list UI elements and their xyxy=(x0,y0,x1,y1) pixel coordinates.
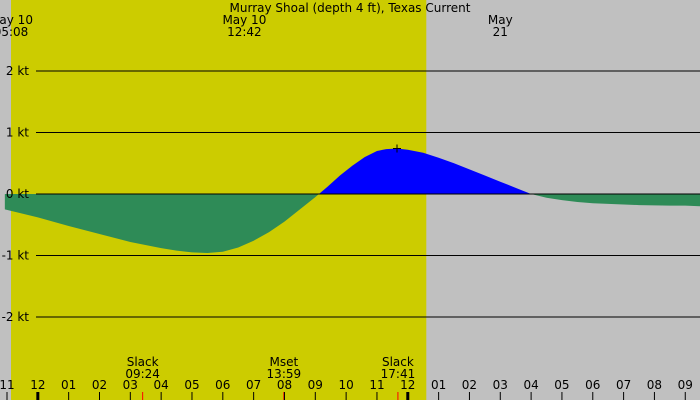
x-tick-label: 02 xyxy=(462,378,477,392)
x-tick-label: 10 xyxy=(338,378,353,392)
top-time-label: 12:42 xyxy=(227,25,262,39)
chart-title: Murray Shoal (depth 4 ft), Texas Current xyxy=(230,1,471,15)
x-tick-label: 07 xyxy=(246,378,261,392)
top-time-label: 21 xyxy=(493,25,508,39)
x-tick-label: 09 xyxy=(678,378,693,392)
x-tick-label: 12 xyxy=(400,378,415,392)
event-name-label: Slack xyxy=(382,355,414,369)
x-tick-label: 03 xyxy=(493,378,508,392)
y-tick-label: 1 kt xyxy=(6,126,29,140)
ebb-area xyxy=(4,194,700,254)
y-tick-labels: 2 kt 1 kt 0 kt -1 kt -2 kt xyxy=(2,64,30,324)
gridlines xyxy=(36,70,700,318)
x-tick-label: 09 xyxy=(308,378,323,392)
x-tick-label: 11 xyxy=(0,378,15,392)
x-tick-label: 11 xyxy=(369,378,384,392)
top-time-label: 05:08 xyxy=(0,25,28,39)
y-tick-label: 2 kt xyxy=(6,64,29,78)
flood-area xyxy=(318,148,532,194)
x-tick-label: 05 xyxy=(184,378,199,392)
x-tick-label: 06 xyxy=(215,378,230,392)
x-tick-label: 01 xyxy=(61,378,76,392)
x-tick-label: 05 xyxy=(554,378,569,392)
x-tick-label: 07 xyxy=(616,378,631,392)
y-tick-label: -2 kt xyxy=(2,310,30,324)
x-tick-label: 08 xyxy=(277,378,292,392)
chart-marks xyxy=(36,144,700,195)
top-date-label: May 10 xyxy=(0,13,33,27)
top-date-label: May xyxy=(488,13,513,27)
event-time-label: 17:41 xyxy=(381,367,416,381)
y-tick-label: -1 kt xyxy=(2,249,30,263)
x-tick-label: 08 xyxy=(647,378,662,392)
x-tick-label: 04 xyxy=(523,378,538,392)
x-tick-label: 02 xyxy=(92,378,107,392)
event-time-label: 13:59 xyxy=(267,367,302,381)
x-tick-labels: 11 12 01 02 03 04 05 06 07 08 09 10 11 12 01 02 03 04 05 06… xyxy=(0,378,693,400)
event-name-label: Mset xyxy=(270,355,299,369)
x-tick-label: 04 xyxy=(154,378,169,392)
x-tick-label: 01 xyxy=(431,378,446,392)
y-tick-label: 0 kt xyxy=(6,187,29,201)
current-area xyxy=(4,148,700,254)
x-tick-label: 06 xyxy=(585,378,600,392)
event-time-label: 09:24 xyxy=(125,367,160,381)
x-tick-label: 12 xyxy=(30,378,45,392)
top-date-label: May 10 xyxy=(222,13,266,27)
x-tick-label: 03 xyxy=(123,378,138,392)
event-name-label: Slack xyxy=(127,355,159,369)
